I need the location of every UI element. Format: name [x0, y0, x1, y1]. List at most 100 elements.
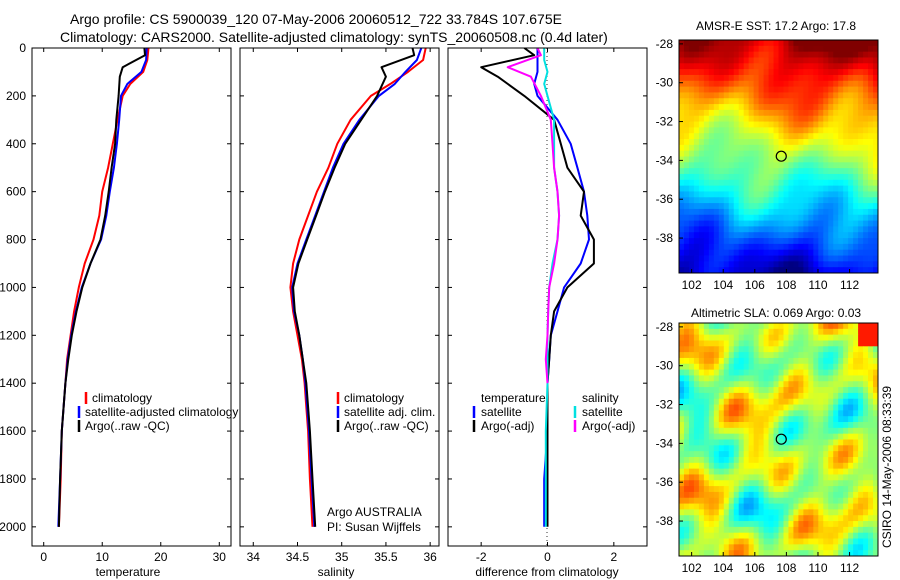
- sst-map-cell: [818, 179, 824, 187]
- sst-map-cell: [723, 133, 730, 140]
- sla-map-cell: [679, 497, 685, 504]
- sla-map-cell: [679, 410, 685, 417]
- sla-map-cell: [788, 352, 794, 359]
- sst-map-cell: [813, 127, 819, 134]
- sst-map-cell: [838, 57, 844, 64]
- sst-map-cell: [823, 40, 829, 47]
- sla-map-cell: [803, 387, 809, 394]
- sst-map-cell: [818, 185, 824, 192]
- sst-map-cell: [698, 203, 705, 210]
- sst-map-cell: [803, 92, 809, 99]
- sst-map-cell: [788, 57, 794, 64]
- sla-map-cell: [698, 544, 705, 551]
- sst-map-cell: [753, 104, 760, 111]
- sla-map-cell: [828, 468, 834, 475]
- sla-map-cell: [713, 427, 720, 435]
- sla-map-cell: [798, 503, 804, 510]
- sst-map-cell: [793, 109, 799, 117]
- sla-map-cell: [838, 427, 844, 435]
- sst-map-cell: [718, 74, 725, 82]
- sst-map-cell: [813, 144, 819, 152]
- sst-map-cell: [833, 150, 839, 157]
- sst-map-cell: [868, 197, 874, 204]
- sla-map-cell: [713, 340, 720, 347]
- sla-map-cell: [848, 538, 854, 545]
- sst-map-cell: [679, 197, 685, 204]
- sst-map-cell: [778, 243, 784, 251]
- sla-map-cell: [738, 515, 745, 522]
- figure-title-line1: Argo profile: CS 5900039_120 07-May-2006…: [70, 11, 562, 27]
- sla-map-cell: [838, 346, 844, 353]
- sla-map-cell: [688, 416, 695, 423]
- sla-map-cell: [768, 375, 774, 382]
- sla-map-cell: [818, 398, 824, 405]
- sst-map-cell: [758, 197, 764, 204]
- sst-map-cell: [753, 133, 760, 140]
- sla-map-cell: [758, 328, 764, 336]
- temperature-legend-satellite: satellite-adjusted climatology: [85, 405, 238, 419]
- sla-map-cell: [778, 392, 784, 400]
- sla-map-cell: [733, 515, 740, 522]
- sst-map-cell: [838, 179, 844, 187]
- sla-map-cell: [848, 334, 854, 341]
- sla-map-cell: [738, 340, 745, 347]
- sla-map-cell: [783, 334, 789, 341]
- sst-map-cell: [843, 127, 849, 134]
- sst-map-cell: [733, 173, 740, 181]
- sla-map-cell: [703, 451, 710, 458]
- sst-map-cell: [698, 249, 705, 256]
- sst-map-cell: [788, 220, 794, 227]
- depth-ytick-label: 1800: [0, 472, 26, 486]
- sla-map-cell: [688, 398, 695, 405]
- sst-map-cell: [873, 63, 879, 70]
- sst-map-cell: [788, 51, 794, 58]
- sla-map-cell: [868, 480, 874, 487]
- depth-ytick-label: 1200: [0, 328, 26, 342]
- sla-map-cell: [753, 363, 760, 370]
- sla-map-cell: [728, 416, 735, 423]
- sst-map-cell: [773, 197, 779, 204]
- sst-map-cell: [823, 203, 829, 210]
- sst-map-cell: [803, 232, 809, 239]
- sst-map-cell: [743, 261, 750, 268]
- sla-map-cell: [813, 340, 819, 347]
- sla-map-cell: [773, 445, 779, 452]
- sst-map-cell: [793, 51, 799, 58]
- sst-map-cell: [773, 214, 779, 221]
- sla-map-cell: [693, 323, 700, 330]
- sst-map-cell: [718, 127, 725, 134]
- sst-map-cell: [838, 63, 844, 70]
- sst-map-cell: [793, 40, 799, 47]
- sst-map-cell: [788, 203, 794, 210]
- sla-map-cell: [823, 462, 829, 470]
- sla-map-cell: [703, 503, 710, 510]
- sla-map-cell: [838, 369, 844, 376]
- sla-map-cell: [803, 340, 809, 347]
- sst-map-cell: [798, 173, 804, 181]
- sla-map-cell: [833, 392, 839, 400]
- sla-map-cell: [728, 422, 735, 429]
- sst-map-cell: [868, 98, 874, 105]
- sst-map-cell: [788, 243, 794, 251]
- sla-map-cell: [868, 328, 874, 336]
- sla-map-cell: [728, 404, 735, 411]
- sla-map-cell: [733, 538, 740, 545]
- sst-map-cell: [863, 226, 869, 233]
- sst-map-cell: [823, 86, 829, 93]
- sst-map-cell: [798, 197, 804, 204]
- sla-map-cell: [738, 392, 745, 400]
- sst-map-cell: [733, 115, 740, 122]
- sst-map-cell: [773, 127, 779, 134]
- sla-map-xtick-label: 104: [713, 561, 733, 575]
- sst-map-cell: [723, 51, 730, 58]
- sla-map-cell: [693, 538, 700, 545]
- sla-map-cell: [763, 532, 769, 539]
- sla-map-cell: [813, 526, 819, 534]
- sst-map-cell: [788, 133, 794, 140]
- sla-map-cell: [733, 416, 740, 423]
- sst-map-cell: [848, 226, 854, 233]
- depth-ytick-label: 0: [19, 41, 26, 55]
- difference-axis-label: difference from climatology: [475, 565, 618, 579]
- sst-map-cell: [803, 150, 809, 157]
- sst-map-cell: [718, 214, 725, 221]
